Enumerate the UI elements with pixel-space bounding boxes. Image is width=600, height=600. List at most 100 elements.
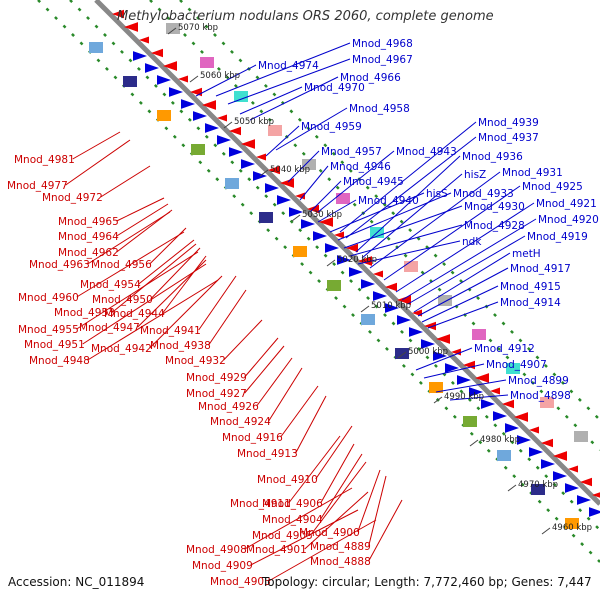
scale-tick-label: 5030 kbp (302, 210, 342, 220)
gene-label: Mnod_4965 (58, 216, 119, 228)
gene-block (327, 280, 341, 291)
scale-tick-mark (361, 306, 369, 312)
scale-tick-label: 4960 kbp (552, 523, 592, 533)
gene-label: Mnod_4927 (186, 388, 247, 400)
gene-label: Mnod_4958 (349, 103, 410, 115)
gene-block (463, 416, 477, 427)
accession-text: Accession: NC_011894 (8, 575, 144, 589)
gene-label: Mnod_4912 (474, 343, 535, 355)
gene-label: Mnod_4940 (358, 195, 419, 207)
gene-label: Mnod_4909 (192, 560, 253, 572)
scale-tick-mark (434, 397, 442, 403)
gene-arrow (325, 243, 339, 253)
scale-tick-label: 5060 kbp (200, 71, 240, 81)
gene-arrow (577, 495, 591, 505)
scale-tick-label: 5020 kbp (337, 255, 377, 265)
gene-arrow (457, 375, 471, 385)
gene-label: Mnod_4964 (58, 231, 119, 243)
gene-label: Mnod_4942 (91, 343, 152, 355)
gene-label: Mnod_4944 (104, 308, 165, 320)
leader-line (269, 368, 302, 421)
gene-block (404, 261, 418, 272)
gene-label: Mnod_4959 (301, 121, 362, 133)
gene-block (225, 178, 239, 189)
scale-tick-mark (508, 485, 516, 491)
gene-label: Mnod_4904 (262, 514, 323, 526)
gene-arrow (145, 63, 159, 73)
leader-line (209, 290, 246, 345)
gene-label: Mnod_4955 (18, 324, 79, 336)
gene-label: Mnod_4977 (7, 180, 68, 192)
scale-tick-label: 4970 kbp (518, 480, 558, 490)
gene-block (200, 57, 214, 68)
gene-label: Mnod_4960 (18, 292, 79, 304)
topology-text: Topology: circular; Length: 7,772,460 bp… (261, 575, 592, 589)
gene-arrow (217, 135, 231, 145)
gene-block (395, 348, 409, 359)
gene-arrow (313, 231, 327, 241)
gene-arrow (169, 87, 183, 97)
gene-arrow (541, 459, 555, 469)
gene-arrow (373, 291, 387, 301)
gene-label: Mnod_4931 (502, 167, 563, 179)
scale-tick-mark (190, 76, 198, 82)
gene-label: hisZ (464, 169, 486, 181)
gene-block (89, 42, 103, 53)
scale-tick-label: 5000 kbp (408, 347, 448, 357)
scale-tick-mark (292, 215, 300, 221)
gene-block (293, 246, 307, 257)
gene-block (259, 212, 273, 223)
leader-line (150, 228, 186, 264)
gene-label: Mnod_4916 (222, 432, 283, 444)
gene-label: Mnod_4933 (453, 188, 514, 200)
gene-block (574, 431, 588, 442)
leader-line (358, 470, 380, 532)
gene-arrow (361, 279, 375, 289)
gene-label: Mnod_4932 (165, 355, 226, 367)
gene-label: Mnod_4900 (299, 527, 360, 539)
gene-label: Mnod_4925 (522, 181, 583, 193)
gene-block (472, 329, 486, 340)
gene-arrow (133, 51, 147, 61)
gene-label: Mnod_4950 (92, 294, 153, 306)
gene-label: Mnod_4956 (91, 259, 152, 271)
leader-line (369, 500, 402, 561)
scale-tick-label: 4980 kbp (480, 435, 520, 445)
gene-label: Mnod_4974 (258, 60, 319, 72)
gene-label: Mnod_4926 (198, 401, 259, 413)
gene-label: Mnod_4941 (140, 325, 201, 337)
leader-line (316, 426, 352, 479)
leader-line (369, 476, 386, 546)
gene-arrow (289, 207, 303, 217)
gene-label: Mnod_4915 (500, 281, 561, 293)
gene-label: Mnod_4954 (80, 279, 141, 291)
gene-label: Mnod_4937 (478, 132, 539, 144)
gene-label: Mnod_4906 (262, 498, 323, 510)
gene-label: Mnod_4914 (500, 297, 561, 309)
scale-tick-label: 5070 kbp (178, 23, 218, 33)
gene-label: Mnod_4928 (464, 220, 525, 232)
gene-block (191, 144, 205, 155)
gene-block (234, 91, 248, 102)
gene-arrow (493, 411, 507, 421)
leader-line (321, 444, 354, 503)
gene-labels: Mnod_4968Mnod_4974 Mnod_4967Mnod_4970Mnod… (7, 38, 599, 588)
gene-label: Mnod_4921 (536, 198, 597, 210)
leader-line (418, 268, 508, 316)
scale-ticks: 5070 kbp 5060 kbp 5050 kbp 5040 kbp 5030 kbp… (168, 23, 592, 534)
gene-label: Mnod_4966 (340, 72, 401, 84)
gene-arrow (181, 99, 195, 109)
leader-line (101, 166, 150, 197)
gene-label: Mnod_4910 (257, 474, 318, 486)
gene-arrow (229, 147, 243, 157)
gene-label: Mnod_4946 (330, 161, 391, 173)
gene-label: Mnod_4939 (478, 117, 539, 129)
leader-line (199, 276, 236, 330)
gene-label: Mnod_4924 (210, 416, 271, 428)
leader-line (245, 338, 278, 377)
gene-label: Mnod_4920 (538, 214, 599, 226)
gene-label: Mnod_4967 (352, 54, 413, 66)
gene-label: metH (512, 248, 541, 260)
gene-arrow (349, 267, 363, 277)
